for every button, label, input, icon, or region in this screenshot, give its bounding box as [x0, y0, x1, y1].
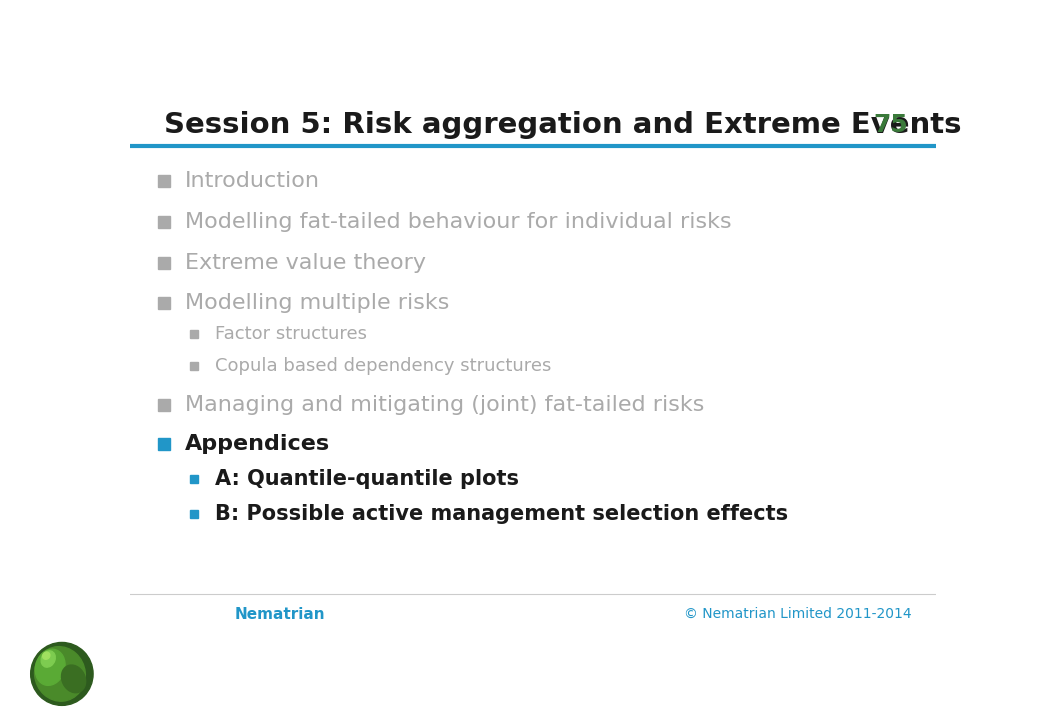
- Text: Copula based dependency structures: Copula based dependency structures: [214, 357, 551, 375]
- Text: Modelling fat-tailed behaviour for individual risks: Modelling fat-tailed behaviour for indiv…: [185, 212, 731, 233]
- Ellipse shape: [43, 652, 50, 660]
- Text: Appendices: Appendices: [185, 434, 330, 454]
- Ellipse shape: [34, 647, 85, 701]
- Text: Managing and mitigating (joint) fat-tailed risks: Managing and mitigating (joint) fat-tail…: [185, 395, 704, 415]
- Text: Extreme value theory: Extreme value theory: [185, 253, 425, 273]
- Ellipse shape: [42, 651, 55, 667]
- Text: Introduction: Introduction: [185, 171, 320, 191]
- Ellipse shape: [61, 665, 85, 693]
- Text: B: Possible active management selection effects: B: Possible active management selection …: [214, 505, 787, 524]
- Text: Factor structures: Factor structures: [214, 325, 367, 343]
- Text: Modelling multiple risks: Modelling multiple risks: [185, 292, 449, 312]
- Ellipse shape: [35, 649, 66, 685]
- Text: A: Quantile-quantile plots: A: Quantile-quantile plots: [214, 469, 519, 489]
- Text: © Nematrian Limited 2011-2014: © Nematrian Limited 2011-2014: [684, 607, 912, 621]
- Text: 75: 75: [873, 113, 908, 138]
- Ellipse shape: [31, 642, 94, 706]
- Text: Session 5: Risk aggregation and Extreme Events: Session 5: Risk aggregation and Extreme …: [164, 111, 961, 139]
- Text: Nematrian: Nematrian: [235, 607, 326, 621]
